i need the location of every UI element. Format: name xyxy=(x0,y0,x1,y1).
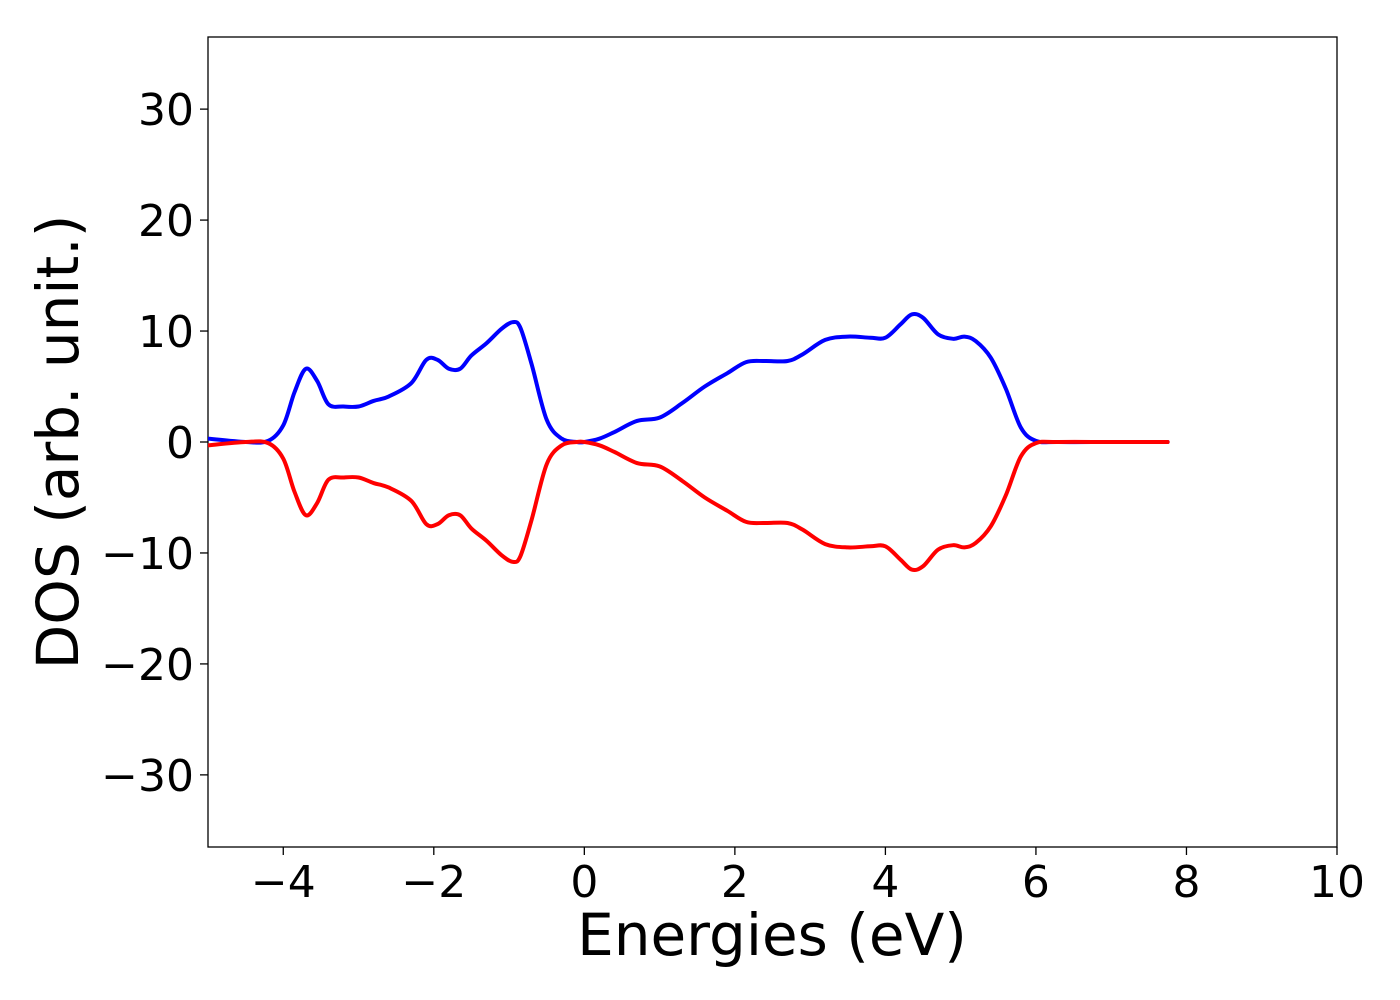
dos-up-line xyxy=(208,311,1170,445)
y-tick-label: −10 xyxy=(101,529,194,580)
y-tick-label: 30 xyxy=(138,85,194,136)
x-tick-label: −4 xyxy=(251,857,316,908)
y-tick-label: −20 xyxy=(101,640,194,691)
y-tick-label: 10 xyxy=(138,307,194,358)
x-axis: −4 −2 0 2 4 6 8 10 xyxy=(251,847,1365,908)
x-tick-label: 8 xyxy=(1172,857,1200,908)
series-layer xyxy=(208,311,1170,573)
y-tick-label: −30 xyxy=(101,751,194,802)
x-tick-label: −2 xyxy=(401,857,466,908)
y-tick-label: 0 xyxy=(166,418,194,469)
x-tick-label: 0 xyxy=(570,857,598,908)
x-tick-label: 10 xyxy=(1309,857,1365,908)
x-tick-label: 4 xyxy=(871,857,899,908)
y-axis: −30 −20 −10 0 10 20 30 xyxy=(101,85,208,802)
x-tick-label: 2 xyxy=(721,857,749,908)
dos-down-line xyxy=(208,439,1170,573)
x-axis-label: Energies (eV) xyxy=(577,901,967,969)
y-tick-label: 20 xyxy=(138,196,194,247)
y-axis-label: DOS (arb. unit.) xyxy=(24,215,92,670)
x-tick-label: 6 xyxy=(1022,857,1050,908)
